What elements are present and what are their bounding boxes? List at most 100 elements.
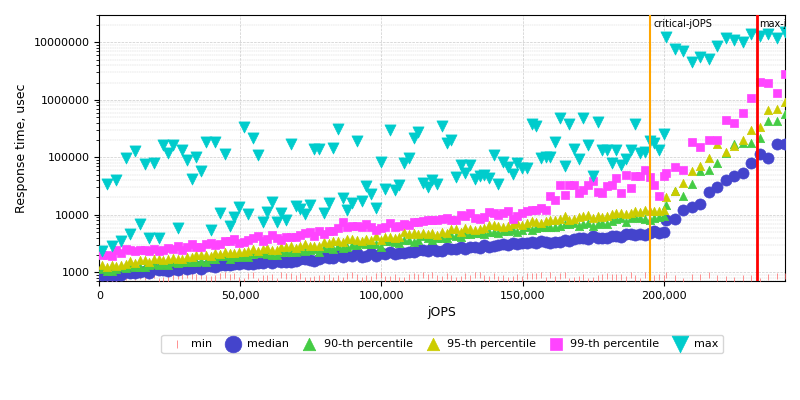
90-th percentile <box>516 227 529 233</box>
max <box>238 124 250 130</box>
95-th percentile <box>218 249 231 256</box>
max <box>658 130 670 137</box>
min <box>327 277 340 283</box>
max <box>407 135 420 142</box>
95-th percentile <box>719 149 732 155</box>
min <box>435 276 448 282</box>
99-th percentile <box>114 250 127 256</box>
99-th percentile <box>624 184 637 191</box>
median <box>186 265 198 272</box>
99-th percentile <box>539 206 552 213</box>
min <box>398 277 410 284</box>
95-th percentile <box>157 257 170 263</box>
90-th percentile <box>246 250 259 257</box>
min <box>388 274 401 280</box>
90-th percentile <box>176 259 189 266</box>
median <box>412 247 425 254</box>
99-th percentile <box>694 144 706 150</box>
median <box>711 184 724 190</box>
90-th percentile <box>322 244 335 251</box>
max <box>332 126 345 132</box>
99-th percentile <box>554 182 566 188</box>
max <box>393 181 406 188</box>
90-th percentile <box>736 140 749 146</box>
90-th percentile <box>341 244 354 250</box>
95-th percentile <box>469 226 482 233</box>
99-th percentile <box>577 187 590 193</box>
95-th percentile <box>289 244 302 251</box>
max <box>412 129 425 136</box>
99-th percentile <box>549 197 562 203</box>
max <box>544 154 557 160</box>
max <box>596 147 609 153</box>
95-th percentile <box>572 214 585 220</box>
90-th percentile <box>440 235 453 241</box>
99-th percentile <box>511 212 524 219</box>
median <box>233 261 246 267</box>
median <box>275 259 288 265</box>
90-th percentile <box>280 249 293 255</box>
99-th percentile <box>280 234 293 240</box>
min <box>370 272 382 279</box>
max <box>266 198 278 205</box>
99-th percentile <box>606 181 618 188</box>
99-th percentile <box>487 210 500 216</box>
95-th percentile <box>341 236 354 243</box>
min <box>454 276 467 283</box>
90-th percentile <box>355 240 368 247</box>
99-th percentile <box>275 236 288 243</box>
min <box>214 273 226 280</box>
max <box>601 147 614 154</box>
max <box>502 164 514 170</box>
90-th percentile <box>487 229 500 236</box>
90-th percentile <box>114 264 127 271</box>
95-th percentile <box>294 243 306 250</box>
99-th percentile <box>266 232 278 238</box>
90-th percentile <box>327 246 340 252</box>
90-th percentile <box>238 253 250 259</box>
95-th percentile <box>388 235 401 242</box>
median <box>251 260 264 267</box>
median <box>162 268 174 274</box>
min <box>417 272 430 278</box>
median <box>294 256 306 262</box>
min <box>586 277 599 283</box>
95-th percentile <box>754 123 766 130</box>
99-th percentile <box>256 238 269 244</box>
99-th percentile <box>445 217 458 224</box>
90-th percentile <box>393 239 406 246</box>
99-th percentile <box>285 234 298 240</box>
max <box>610 147 623 153</box>
max <box>454 162 467 168</box>
median <box>355 254 368 260</box>
95-th percentile <box>360 236 373 242</box>
95-th percentile <box>190 252 203 258</box>
median <box>719 177 732 184</box>
90-th percentile <box>669 188 682 194</box>
99-th percentile <box>558 192 571 198</box>
min <box>577 274 590 280</box>
90-th percentile <box>266 252 278 258</box>
99-th percentile <box>242 237 254 243</box>
95-th percentile <box>417 230 430 236</box>
99-th percentile <box>374 225 387 232</box>
90-th percentile <box>119 265 132 271</box>
95-th percentile <box>614 210 627 216</box>
95-th percentile <box>374 237 387 243</box>
max <box>148 160 161 166</box>
median <box>450 246 462 252</box>
99-th percentile <box>582 182 594 189</box>
99-th percentile <box>152 248 165 254</box>
99-th percentile <box>270 235 283 241</box>
95-th percentile <box>516 222 529 229</box>
99-th percentile <box>166 245 179 252</box>
min <box>606 274 618 280</box>
min <box>261 274 274 281</box>
95-th percentile <box>261 244 274 251</box>
99-th percentile <box>450 217 462 223</box>
90-th percentile <box>539 224 552 230</box>
95-th percentile <box>96 262 109 268</box>
99-th percentile <box>478 214 490 220</box>
95-th percentile <box>736 136 749 143</box>
min <box>204 276 217 282</box>
